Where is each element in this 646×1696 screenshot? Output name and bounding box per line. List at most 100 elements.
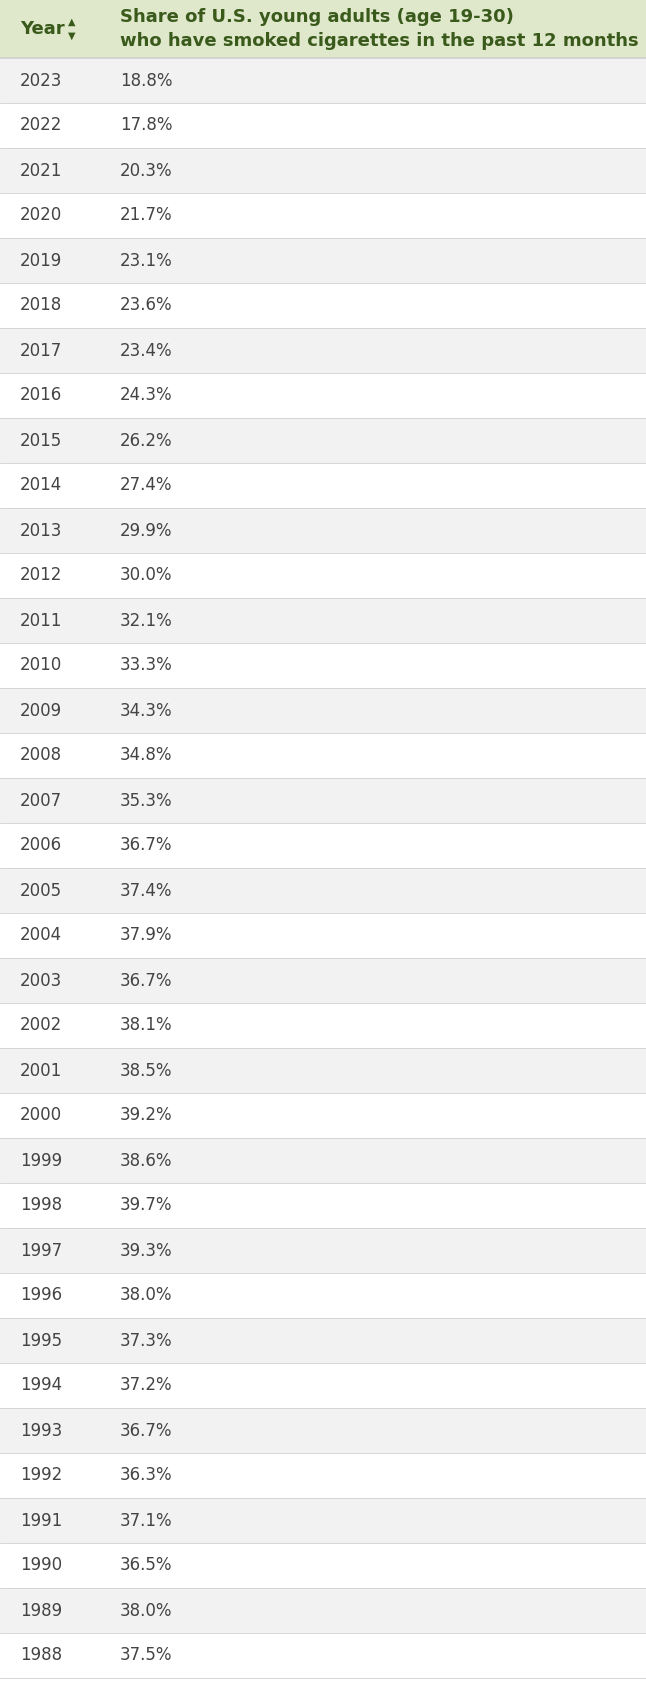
Bar (0, 689, 646, 733)
Text: 38.0%: 38.0% (120, 1601, 172, 1620)
Text: 18.8%: 18.8% (120, 71, 172, 90)
Text: 2009: 2009 (20, 702, 62, 719)
Text: 2016: 2016 (20, 387, 62, 405)
Text: Year: Year (20, 20, 65, 37)
Text: 2008: 2008 (20, 746, 62, 765)
Text: 2017: 2017 (20, 341, 62, 360)
Text: 2018: 2018 (20, 297, 62, 314)
Text: 35.3%: 35.3% (120, 792, 172, 809)
Bar (0, 553, 646, 599)
Text: 36.3%: 36.3% (120, 1467, 172, 1484)
Text: 1999: 1999 (20, 1152, 62, 1170)
Bar (0, 599, 646, 643)
Bar (0, 1633, 646, 1677)
Text: 2019: 2019 (20, 251, 62, 270)
Text: 21.7%: 21.7% (120, 207, 172, 224)
Bar (0, 912, 646, 958)
Bar (0, 103, 646, 148)
Text: ▼: ▼ (68, 31, 76, 41)
Bar (0, 868, 646, 912)
Text: 2011: 2011 (20, 612, 63, 629)
Text: 36.5%: 36.5% (120, 1557, 172, 1574)
Text: 2020: 2020 (20, 207, 62, 224)
Text: 29.9%: 29.9% (120, 521, 172, 539)
Text: 36.7%: 36.7% (120, 972, 172, 989)
Bar (0, 1498, 646, 1543)
Bar (0, 0, 646, 58)
Text: 37.2%: 37.2% (120, 1377, 172, 1394)
Bar (0, 509, 646, 553)
Text: 39.3%: 39.3% (120, 1241, 172, 1260)
Text: 38.0%: 38.0% (120, 1287, 172, 1304)
Bar (0, 1138, 646, 1184)
Bar (0, 148, 646, 193)
Text: 2012: 2012 (20, 566, 63, 585)
Text: 1995: 1995 (20, 1331, 62, 1350)
Text: 39.2%: 39.2% (120, 1106, 172, 1124)
Text: 2000: 2000 (20, 1106, 62, 1124)
Bar (0, 733, 646, 778)
Bar (0, 1318, 646, 1364)
Text: 1990: 1990 (20, 1557, 62, 1574)
Text: 34.8%: 34.8% (120, 746, 172, 765)
Bar (0, 58, 646, 103)
Text: 2005: 2005 (20, 882, 62, 899)
Text: 37.9%: 37.9% (120, 926, 172, 945)
Text: 2013: 2013 (20, 521, 63, 539)
Bar (0, 778, 646, 823)
Bar (0, 283, 646, 327)
Text: 38.5%: 38.5% (120, 1062, 172, 1079)
Bar (0, 417, 646, 463)
Text: ▲: ▲ (68, 17, 76, 27)
Text: Share of U.S. young adults (age 19-30): Share of U.S. young adults (age 19-30) (120, 8, 514, 27)
Text: 30.0%: 30.0% (120, 566, 172, 585)
Text: 2003: 2003 (20, 972, 62, 989)
Text: 1994: 1994 (20, 1377, 62, 1394)
Text: 34.3%: 34.3% (120, 702, 172, 719)
Text: 2010: 2010 (20, 656, 62, 675)
Bar (0, 958, 646, 1002)
Bar (0, 1408, 646, 1453)
Bar (0, 237, 646, 283)
Text: 36.7%: 36.7% (120, 836, 172, 855)
Text: 38.1%: 38.1% (120, 1016, 172, 1035)
Text: 33.3%: 33.3% (120, 656, 172, 675)
Text: 23.1%: 23.1% (120, 251, 172, 270)
Bar (0, 463, 646, 509)
Bar (0, 1048, 646, 1092)
Text: 26.2%: 26.2% (120, 431, 172, 449)
Text: 1993: 1993 (20, 1421, 62, 1440)
Bar (0, 823, 646, 868)
Text: 37.3%: 37.3% (120, 1331, 172, 1350)
Text: 2001: 2001 (20, 1062, 62, 1079)
Text: 23.6%: 23.6% (120, 297, 172, 314)
Text: 1996: 1996 (20, 1287, 62, 1304)
Text: 1997: 1997 (20, 1241, 62, 1260)
Text: 36.7%: 36.7% (120, 1421, 172, 1440)
Text: 24.3%: 24.3% (120, 387, 172, 405)
Text: 1992: 1992 (20, 1467, 62, 1484)
Text: who have smoked cigarettes in the past 12 months: who have smoked cigarettes in the past 1… (120, 32, 639, 49)
Text: 2014: 2014 (20, 477, 62, 495)
Bar (0, 1184, 646, 1228)
Text: 20.3%: 20.3% (120, 161, 172, 180)
Bar (0, 1274, 646, 1318)
Bar (0, 1543, 646, 1587)
Text: 2021: 2021 (20, 161, 63, 180)
Text: 23.4%: 23.4% (120, 341, 172, 360)
Text: 27.4%: 27.4% (120, 477, 172, 495)
Text: 1989: 1989 (20, 1601, 62, 1620)
Text: 2023: 2023 (20, 71, 63, 90)
Text: 32.1%: 32.1% (120, 612, 172, 629)
Bar (0, 327, 646, 373)
Bar (0, 1453, 646, 1498)
Text: 1988: 1988 (20, 1647, 62, 1664)
Text: 1998: 1998 (20, 1196, 62, 1214)
Bar (0, 1364, 646, 1408)
Text: 2004: 2004 (20, 926, 62, 945)
Text: 2002: 2002 (20, 1016, 62, 1035)
Bar (0, 1587, 646, 1633)
Text: 38.6%: 38.6% (120, 1152, 172, 1170)
Bar (0, 373, 646, 417)
Text: 2022: 2022 (20, 117, 63, 134)
